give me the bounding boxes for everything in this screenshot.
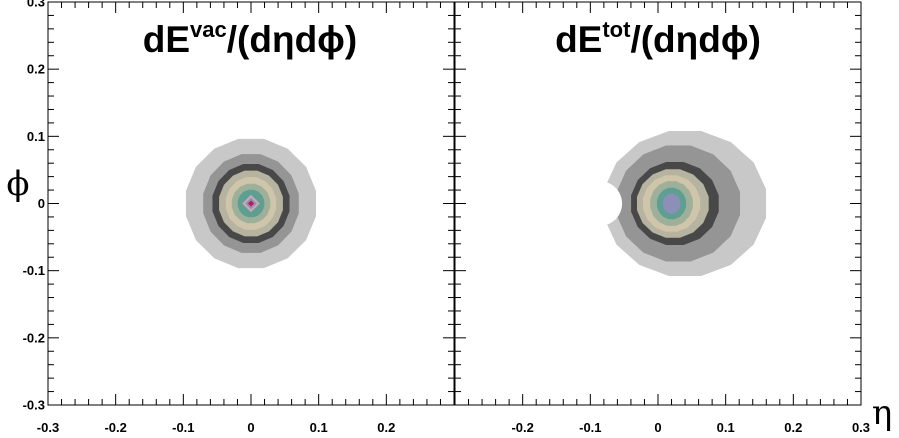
ticks-vac: -0.3 -0.2 -0.1 0 0.1 0.2 0.3 0.2 0.1 0 -0.1 -0.2 -0.… xyxy=(23,0,455,435)
contours-tot xyxy=(577,131,766,276)
panel-vac: -0.3 -0.2 -0.1 0 0.1 0.2 0.3 0.2 0.1 0 -0.1 -0.2 -0.… xyxy=(6,0,455,435)
y-tick-label: 0.1 xyxy=(27,129,45,144)
x-tick-label: -0.2 xyxy=(511,420,533,435)
ticks-tot: -0.2 -0.1 0 0.1 0.2 0.3 xyxy=(454,1,870,435)
y-tick-label: -0.1 xyxy=(23,263,45,278)
contour-level-8 xyxy=(662,193,681,214)
x-axis-title: η xyxy=(872,393,892,433)
y-tick-label: 0.3 xyxy=(27,0,45,10)
panel-title-vac: dEvac/(dηdϕ) xyxy=(143,17,357,60)
x-tick-label: 0.2 xyxy=(784,420,802,435)
panel-tot: -0.2 -0.1 0 0.1 0.2 0.3 dEtot/(dηdϕ) η xyxy=(454,1,892,435)
x-tick-label: -0.2 xyxy=(104,420,126,435)
panel-title-tot: dEtot/(dηdϕ) xyxy=(555,17,761,60)
y-tick-label: 0 xyxy=(38,196,45,211)
y-tick-label: -0.2 xyxy=(23,330,45,345)
y-tick-label: 0.2 xyxy=(27,62,45,77)
contour-notch xyxy=(577,181,623,226)
x-tick-label: 0.1 xyxy=(717,420,735,435)
x-tick-label: -0.1 xyxy=(172,420,194,435)
x-tick-label: 0.3 xyxy=(852,420,870,435)
x-tick-label: 0 xyxy=(654,420,661,435)
x-tick-label: -0.3 xyxy=(37,420,59,435)
x-tick-label: 0.1 xyxy=(310,420,328,435)
x-tick-label: 0.2 xyxy=(377,420,395,435)
contour-level-10 xyxy=(247,200,255,207)
x-tick-label: 0 xyxy=(247,420,254,435)
y-axis-title: ϕ xyxy=(6,164,29,204)
y-tick-label: -0.3 xyxy=(23,398,45,413)
x-tick-label: -0.1 xyxy=(579,420,601,435)
contours-vac xyxy=(186,138,316,269)
